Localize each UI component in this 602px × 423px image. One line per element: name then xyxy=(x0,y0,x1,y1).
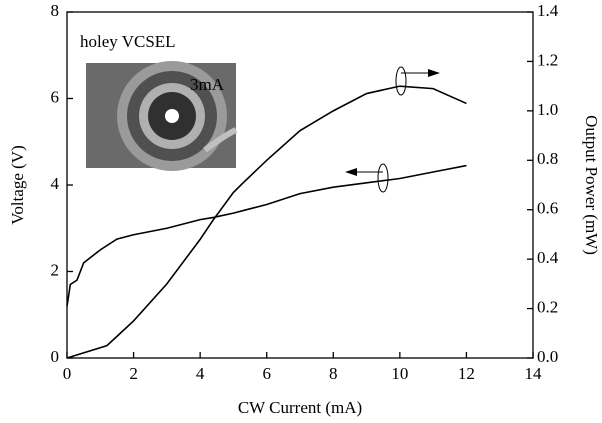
x-tick-label: 0 xyxy=(63,364,72,383)
y-tick-label: 8 xyxy=(51,1,60,20)
inset-image xyxy=(86,61,238,171)
y2-tick-label: 0.8 xyxy=(537,149,558,168)
y2-tick-label: 0.4 xyxy=(537,248,559,267)
y-axis-label: Voltage (V) xyxy=(8,145,27,224)
y2-tick-label: 1.2 xyxy=(537,50,558,69)
data-line xyxy=(66,85,467,359)
y-tick-label: 4 xyxy=(51,174,60,193)
annotation: holey VCSEL xyxy=(80,32,176,51)
x-tick-label: 14 xyxy=(525,364,543,383)
y-tick-label: 2 xyxy=(51,260,60,279)
arrow-left xyxy=(345,163,389,193)
x-tick-label: 8 xyxy=(329,364,338,383)
y2-tick-label: 1.4 xyxy=(537,1,559,20)
y2-tick-label: 0.2 xyxy=(537,297,558,316)
y2-tick-label: 1.0 xyxy=(537,100,558,119)
data-line xyxy=(66,164,467,307)
annotation: 3mA xyxy=(190,75,225,94)
x-tick-label: 10 xyxy=(391,364,408,383)
y2-tick-label: 0.0 xyxy=(537,347,558,366)
arrow-right xyxy=(395,66,440,96)
y2-tick-label: 0.6 xyxy=(537,199,558,218)
y-tick-label: 0 xyxy=(51,347,60,366)
x-tick-label: 2 xyxy=(129,364,138,383)
x-axis-label: CW Current (mA) xyxy=(238,398,362,417)
x-tick-label: 12 xyxy=(458,364,475,383)
x-tick-label: 4 xyxy=(196,364,205,383)
y-tick-label: 6 xyxy=(51,87,60,106)
x-tick-label: 6 xyxy=(262,364,271,383)
y2-axis-label: Output Power (mW) xyxy=(582,115,601,255)
